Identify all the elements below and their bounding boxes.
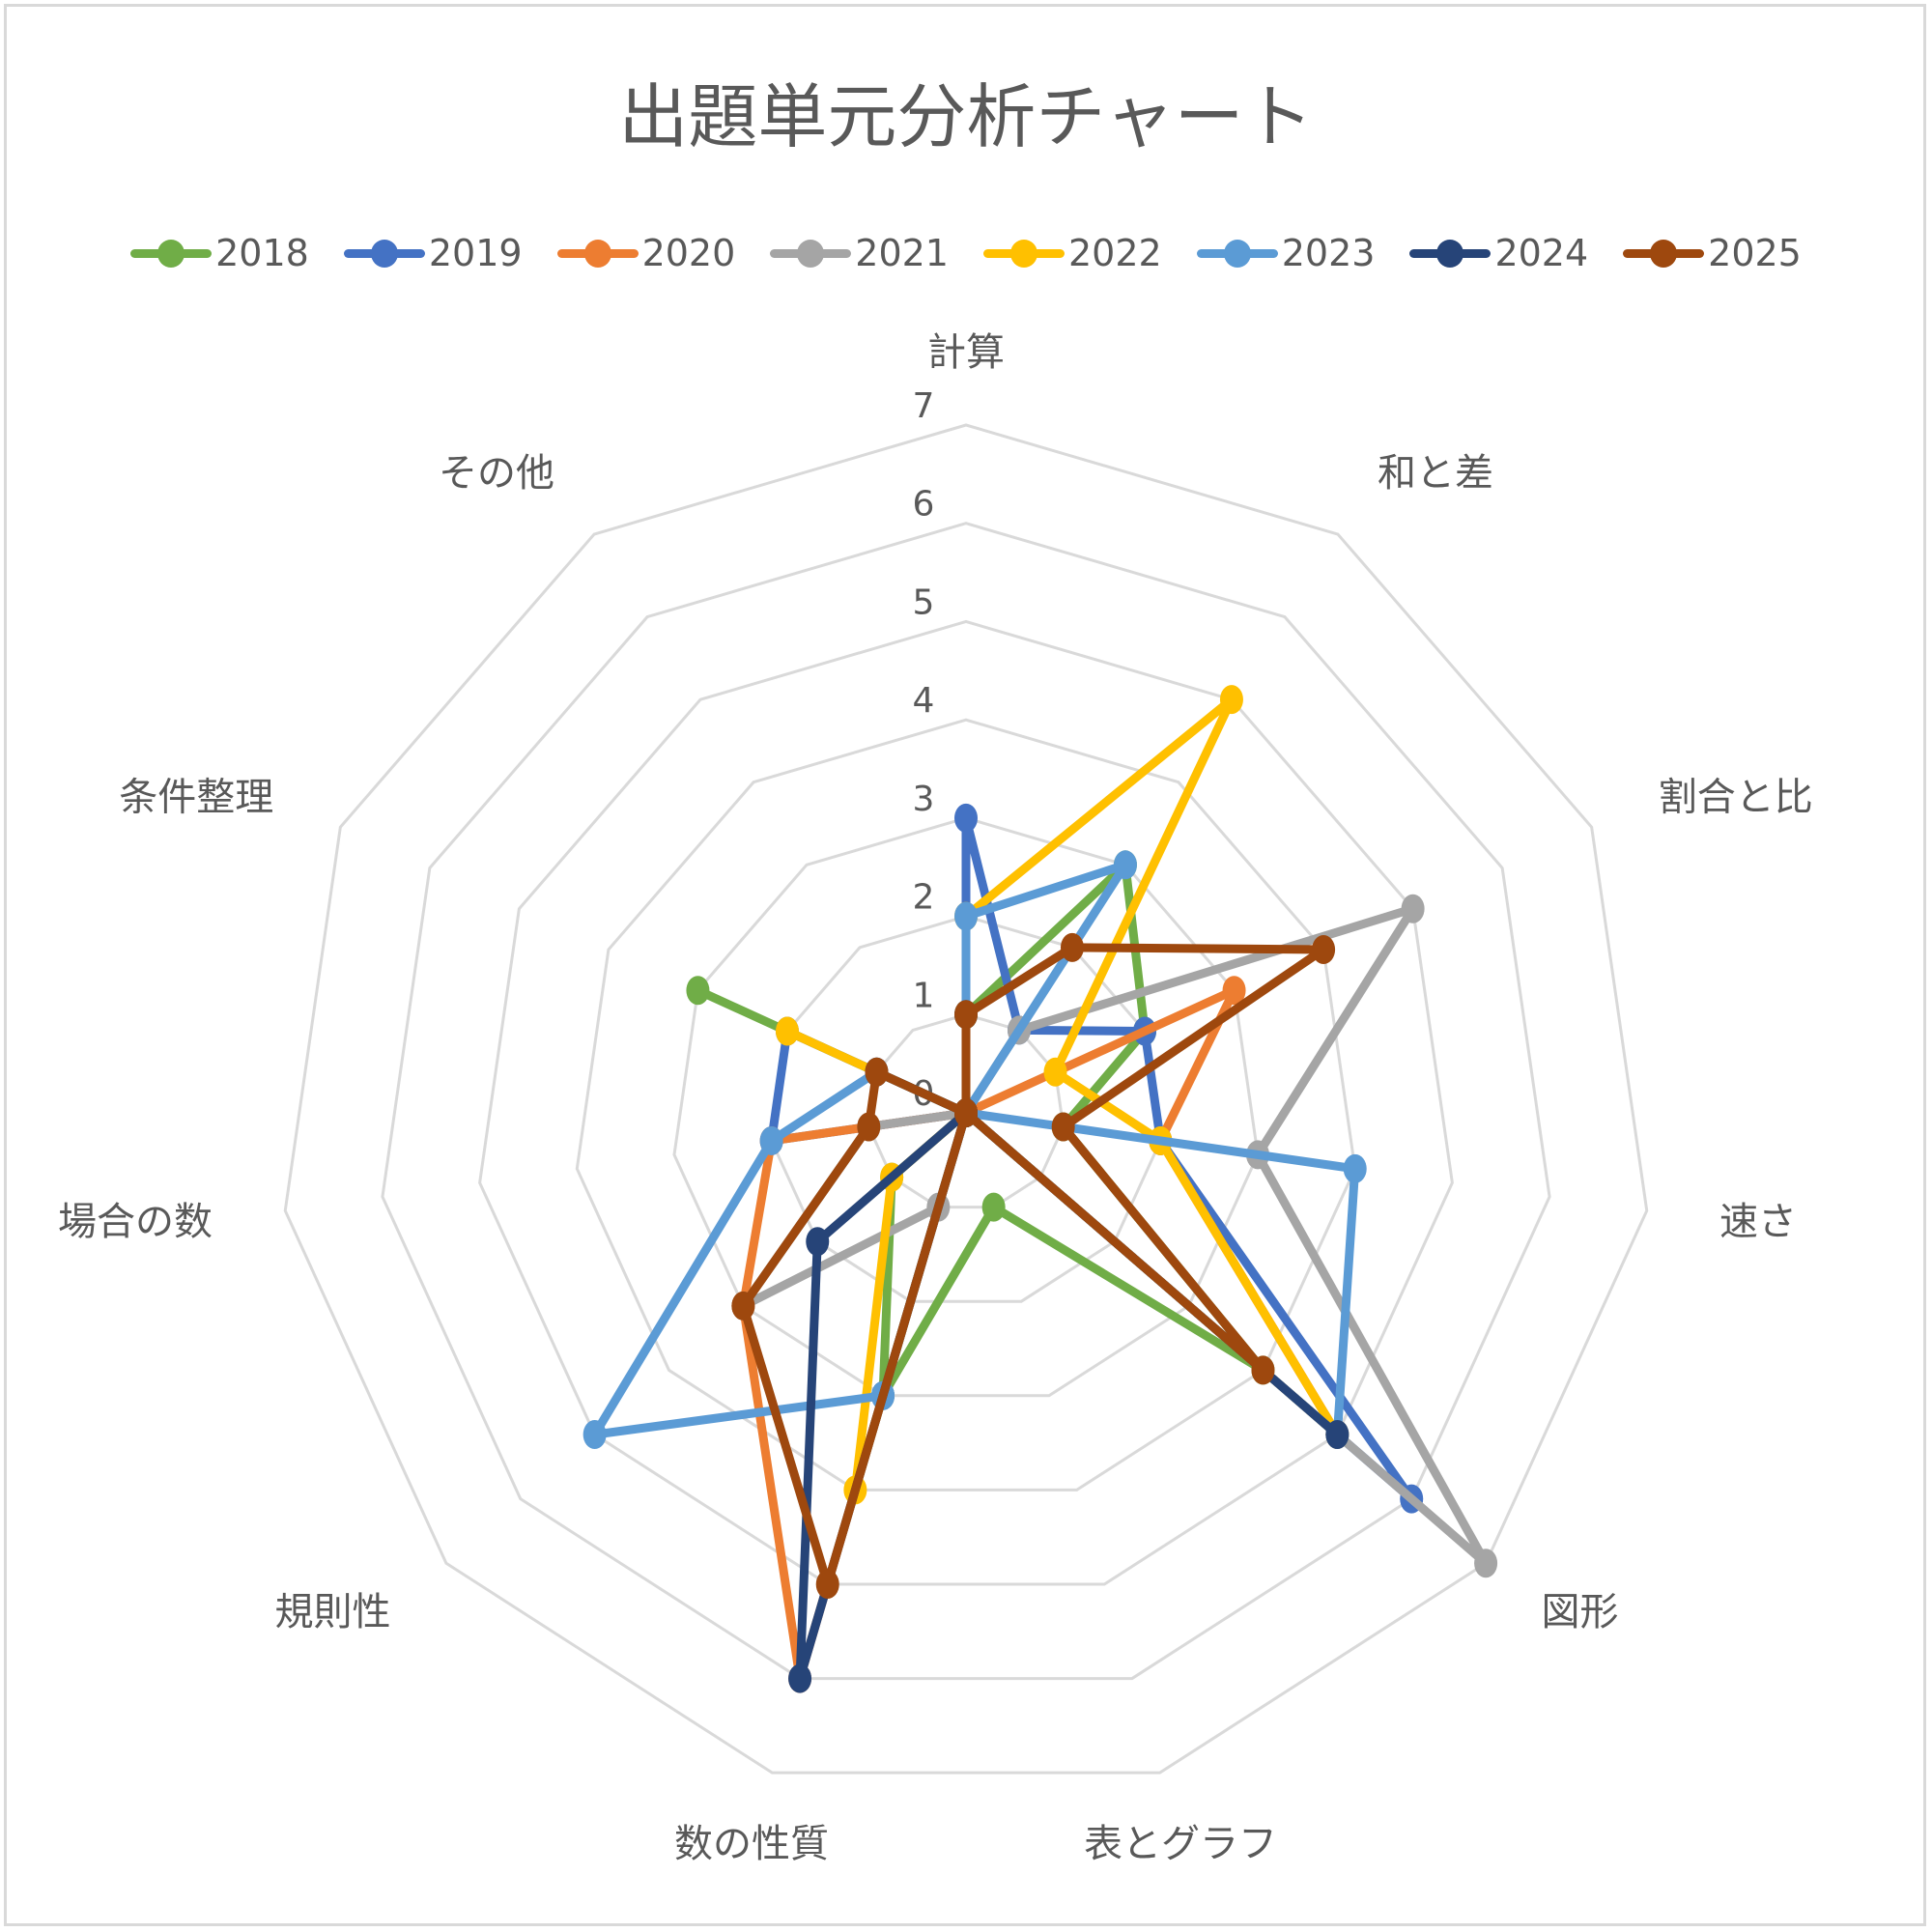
data-point-2025-3 <box>1051 1112 1075 1142</box>
data-point-2018-9 <box>686 976 710 1006</box>
legend-swatch <box>1196 239 1278 268</box>
data-point-2022-1 <box>1219 685 1243 715</box>
legend-swatch <box>1409 239 1492 268</box>
series-line-2025 <box>738 943 1328 1589</box>
legend-label: 2024 <box>1494 232 1589 274</box>
legend-item-2019: 2019 <box>343 232 523 274</box>
grid-ring-4 <box>575 718 1357 1492</box>
chart-title: 出題単元分析チャート <box>618 76 1314 157</box>
category-label-3: 速さ <box>1719 1200 1797 1244</box>
legend-swatch <box>770 239 852 268</box>
legend-item-2023: 2023 <box>1196 232 1376 274</box>
data-point-2024-7 <box>806 1227 830 1257</box>
category-label-7: 規則性 <box>274 1590 390 1634</box>
grid-ring-7 <box>283 423 1649 1775</box>
legend-marker <box>370 239 398 268</box>
legend-label: 2019 <box>428 232 523 274</box>
category-label-6: 数の性質 <box>674 1822 829 1866</box>
data-point-2025-6 <box>815 1569 839 1599</box>
radar-series <box>582 685 1498 1693</box>
category-label-9: 条件整理 <box>119 776 273 820</box>
data-point-2023-1 <box>1113 850 1137 880</box>
tick-label-3: 3 <box>913 780 935 819</box>
data-point-2025-9 <box>865 1057 889 1087</box>
data-point-2023-3 <box>1343 1153 1367 1183</box>
legend-swatch <box>343 239 425 268</box>
data-point-2025-8 <box>857 1112 881 1142</box>
legend-label: 2022 <box>1068 232 1162 274</box>
tick-label-2: 2 <box>913 878 935 918</box>
series-line-2018 <box>693 860 1267 1401</box>
data-point-2025-1 <box>1060 932 1084 962</box>
legend-marker <box>157 239 185 268</box>
tick-label-5: 5 <box>913 582 935 622</box>
data-point-2021-4 <box>1474 1548 1498 1578</box>
legend-item-2025: 2025 <box>1623 232 1802 274</box>
legend-item-2022: 2022 <box>983 232 1162 274</box>
legend-label: 2020 <box>641 232 736 274</box>
legend-item-2021: 2021 <box>770 232 949 274</box>
category-label-4: 図形 <box>1542 1590 1619 1634</box>
data-point-2018-5 <box>981 1192 1006 1222</box>
legend-marker <box>1436 239 1464 268</box>
legend-item-2024: 2024 <box>1409 232 1588 274</box>
legend-item-2018: 2018 <box>130 232 309 274</box>
legend-swatch <box>130 239 213 268</box>
tick-label-1: 1 <box>913 976 935 1015</box>
data-point-2025-10 <box>954 1098 978 1127</box>
legend-marker <box>583 239 611 268</box>
data-point-2022-2 <box>1043 1057 1067 1087</box>
legend-marker <box>1650 239 1678 268</box>
legend-swatch <box>983 239 1065 268</box>
legend-marker <box>797 239 825 268</box>
data-point-2024-6 <box>788 1663 812 1693</box>
tick-label-4: 4 <box>913 681 935 721</box>
legend-marker <box>1010 239 1037 268</box>
data-point-2023-7 <box>582 1420 607 1450</box>
data-point-2022-9 <box>775 1016 799 1046</box>
category-label-10: その他 <box>439 451 554 496</box>
grid-ring-2 <box>770 915 1162 1303</box>
data-point-2019-0 <box>954 803 978 833</box>
legend-swatch <box>556 239 639 268</box>
category-label-5: 表とグラフ <box>1084 1822 1277 1866</box>
category-label-2: 割合と比 <box>1659 776 1813 820</box>
grid-ring-6 <box>381 522 1551 1681</box>
chart-legend: 2018 2019 2020 2021 2022 2023 2024 2025 <box>0 224 1932 282</box>
legend-label: 2021 <box>855 232 949 274</box>
legend-item-2020: 2020 <box>556 232 736 274</box>
data-point-2025-0 <box>954 1000 978 1030</box>
tick-label-6: 6 <box>913 485 935 525</box>
category-label-8: 場合の数 <box>58 1200 213 1244</box>
legend-label: 2018 <box>215 232 309 274</box>
legend-label: 2025 <box>1708 232 1802 274</box>
legend-marker <box>1223 239 1251 268</box>
grid-ring-5 <box>478 619 1454 1586</box>
data-point-2025-7 <box>731 1291 755 1321</box>
data-point-2024-4 <box>1325 1420 1350 1450</box>
data-point-2021-2 <box>1401 894 1425 923</box>
legend-label: 2023 <box>1281 232 1376 274</box>
category-label-0: 計算 <box>927 330 1005 375</box>
legend-swatch <box>1623 239 1705 268</box>
category-label-1: 和と差 <box>1378 451 1493 496</box>
series-2025 <box>731 932 1336 1599</box>
data-point-2025-4 <box>1251 1355 1275 1385</box>
data-point-2025-2 <box>1312 934 1336 964</box>
tick-label-7: 7 <box>913 386 935 426</box>
data-point-2023-8 <box>759 1125 783 1155</box>
data-point-2020-2 <box>1222 976 1246 1006</box>
data-point-2023-0 <box>954 901 978 931</box>
